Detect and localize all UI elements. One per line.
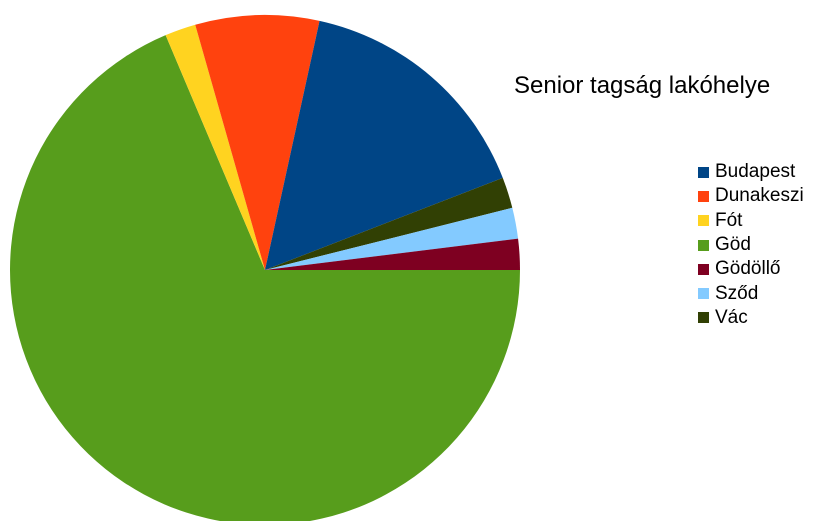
legend-item-fot: Fót: [698, 209, 804, 233]
legend-item-vac: Vác: [698, 306, 804, 330]
legend-swatch-vac: [698, 312, 709, 324]
pie-slice-vac: [265, 177, 513, 270]
legend-label-fot: Fót: [715, 209, 743, 231]
legend-swatch-szod: [698, 288, 709, 300]
pie-slice-god: [10, 35, 520, 521]
legend-label-god: Göd: [715, 234, 751, 256]
legend-swatch-fot: [698, 215, 709, 227]
legend-swatch-godollo: [698, 263, 709, 275]
legend-label-dunakeszi: Dunakeszi: [715, 185, 804, 207]
legend-swatch-budapest: [698, 166, 709, 178]
pie-slice-szod: [265, 207, 519, 270]
legend-item-dunakeszi: Dunakeszi: [698, 184, 804, 208]
legend-swatch-dunakeszi: [698, 190, 709, 202]
legend-label-budapest: Budapest: [715, 161, 796, 183]
legend-item-god: Göd: [698, 233, 804, 257]
legend-swatch-god: [698, 239, 709, 251]
chart-title: Senior tagság lakóhelye: [514, 72, 771, 99]
legend-label-szod: Sződ: [715, 282, 759, 304]
legend-item-godollo: Gödöllő: [698, 257, 804, 281]
legend: Budapest Dunakeszi Fót Göd Gödöllő Sződ …: [698, 160, 804, 330]
legend-label-godollo: Gödöllő: [715, 258, 781, 280]
legend-item-budapest: Budapest: [698, 160, 804, 184]
legend-item-szod: Sződ: [698, 281, 804, 305]
pie-slice-godollo: [265, 238, 520, 270]
pie-slice-fot: [165, 24, 265, 270]
pie-slice-budapest: [265, 20, 503, 270]
pie-slice-dunakeszi: [195, 15, 320, 271]
legend-label-vac: Vác: [715, 306, 748, 328]
